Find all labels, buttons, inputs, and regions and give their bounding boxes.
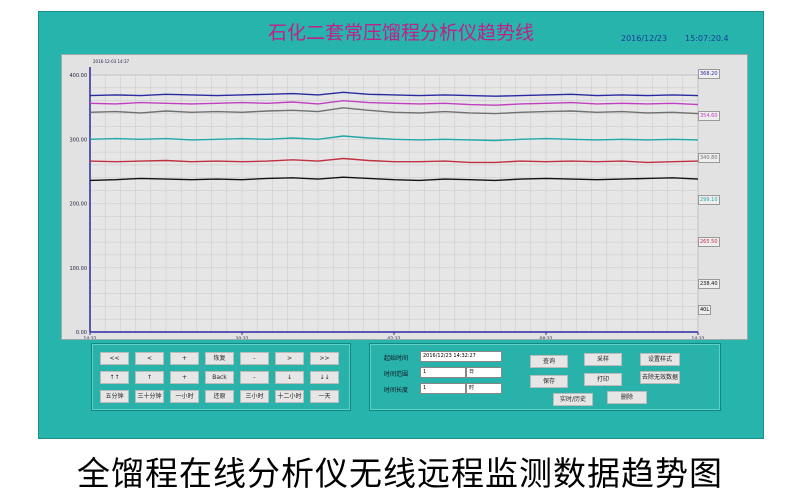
- start-time-label: 起始时间: [384, 355, 409, 362]
- time-length-input[interactable]: 1: [420, 383, 466, 394]
- series-line-3: [89, 107, 699, 115]
- x-tick-time: 14:32: [692, 336, 705, 339]
- nav-button[interactable]: Back: [205, 371, 234, 384]
- time-display: 15:07:20.4: [685, 34, 729, 43]
- page-title: 石化二套常压馏程分析仪趋势线: [267, 22, 534, 44]
- delete-button[interactable]: 删除: [607, 391, 647, 404]
- time-length-label: 时间长度: [384, 387, 409, 394]
- remove-invalid-data-button[interactable]: 去除无效数据: [640, 371, 680, 384]
- nav-button[interactable]: 一小时: [170, 390, 199, 403]
- cursor-label: 2016-12-03 14:37: [93, 59, 130, 64]
- time-range-label: 时间范围: [384, 371, 409, 378]
- y-tick-label: 300.00: [70, 137, 88, 143]
- nav-button[interactable]: -: [240, 352, 269, 365]
- legend-item[interactable]: 299.10: [698, 195, 720, 205]
- nav-button[interactable]: ↑: [135, 371, 164, 384]
- nav-button[interactable]: +: [170, 352, 199, 365]
- start-time-input[interactable]: 2016/12/23 14:32:27: [420, 351, 502, 362]
- legend-item[interactable]: 368.20: [698, 69, 720, 79]
- main-panel: 石化二套常压馏程分析仪趋势线 2016/12/23 15:07:20.4 201…: [38, 11, 764, 439]
- y-tick-label: 400.00: [70, 73, 88, 79]
- series-line-1: [89, 91, 699, 97]
- nav-button[interactable]: <: [135, 352, 164, 365]
- nav-button[interactable]: -: [240, 371, 269, 384]
- legend-item[interactable]: 238.40: [698, 279, 720, 289]
- caption: 全馏程在线分析仪无线远程监测数据趋势图: [77, 454, 723, 493]
- nav-button[interactable]: +: [170, 371, 199, 384]
- nav-button[interactable]: >: [275, 352, 304, 365]
- nav-button[interactable]: 还原: [205, 390, 234, 403]
- time-length-unit-select[interactable]: 时: [466, 383, 502, 394]
- nav-button[interactable]: 一天: [310, 390, 339, 403]
- nav-button[interactable]: ↓: [275, 371, 304, 384]
- nav-button[interactable]: 五分钟: [100, 390, 129, 403]
- print-button[interactable]: 打印: [584, 373, 622, 386]
- nav-button[interactable]: 恢复: [205, 352, 234, 365]
- x-tick-time: 20:32: [236, 336, 249, 339]
- nav-button[interactable]: 三小时: [240, 390, 269, 403]
- legend-item[interactable]: 265.50: [698, 237, 720, 247]
- series-line-2: [89, 99, 699, 106]
- time-range-unit-select[interactable]: 日: [466, 367, 502, 378]
- legend-item[interactable]: 340.80: [698, 153, 720, 163]
- date-display: 2016/12/23: [621, 34, 668, 43]
- nav-button[interactable]: <<: [100, 352, 129, 365]
- time-range-input[interactable]: 1: [420, 367, 466, 378]
- series-line-5: [89, 157, 699, 164]
- x-tick-time: 08:32: [540, 336, 553, 339]
- trend-chart[interactable]: 2016-12-03 14:37 400.00 300.00 200.00 100.00…: [61, 54, 748, 340]
- nav-button[interactable]: ↑↑: [100, 371, 129, 384]
- x-tick-time: 02:32: [388, 336, 401, 339]
- query-panel: 起始时间 2016/12/23 14:32:27 时间范围 1 日 时间长度 1…: [369, 343, 721, 411]
- nav-button[interactable]: 十二小时: [275, 390, 304, 403]
- y-tick-label: 200.00: [70, 202, 88, 208]
- query-button[interactable]: 查询: [530, 355, 568, 368]
- x-tick-time: 14:32: [84, 336, 97, 339]
- sample-button[interactable]: 采样: [584, 353, 622, 366]
- legend-extra: 40L: [698, 305, 712, 315]
- nav-button[interactable]: 三十分钟: [135, 390, 164, 403]
- series-line-4: [89, 135, 699, 142]
- nav-button[interactable]: ↓↓: [310, 371, 339, 384]
- series-line-6: [89, 176, 699, 182]
- save-button[interactable]: 保存: [530, 375, 568, 388]
- legend-item[interactable]: 354.60: [698, 111, 720, 121]
- realtime-history-button[interactable]: 实时/历史: [553, 393, 593, 406]
- y-tick-label: 0.00: [76, 330, 87, 336]
- navigation-panel: << < + 恢复 - > >> ↑↑ ↑ + Back - ↓ ↓↓ 五分钟 三十分钟 一小时 还原 三小时 十二小…: [91, 343, 351, 411]
- trend-chart-svg[interactable]: 2016-12-03 14:37 400.00 300.00 200.00 100.00…: [62, 55, 747, 339]
- nav-button[interactable]: >>: [310, 352, 339, 365]
- y-tick-label: 100.00: [70, 266, 88, 272]
- set-style-button[interactable]: 设置样式: [640, 353, 680, 366]
